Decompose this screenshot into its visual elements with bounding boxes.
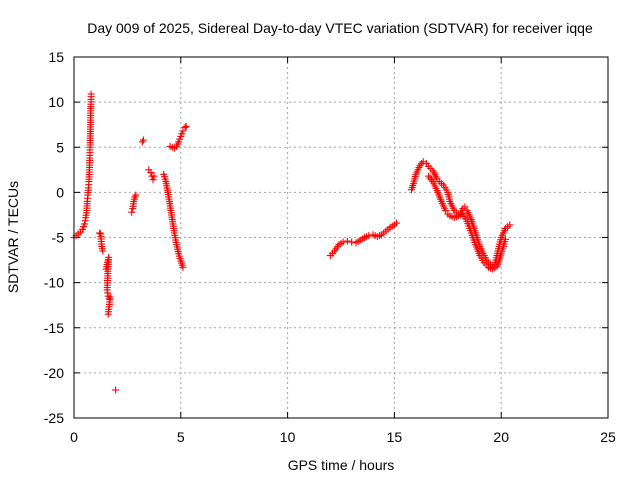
x-tick-label: 15 <box>387 429 403 445</box>
data-point <box>343 237 351 245</box>
x-tick-label: 5 <box>177 429 185 445</box>
x-axis-label: GPS time / hours <box>288 457 395 473</box>
data-point <box>149 176 157 184</box>
data-point <box>179 263 187 271</box>
data-point <box>419 158 427 166</box>
data-point <box>393 219 401 227</box>
data-point <box>139 136 147 144</box>
data-point <box>506 221 514 229</box>
y-tick-label: -15 <box>44 320 64 336</box>
data-point <box>150 172 158 180</box>
data-point <box>179 127 187 135</box>
x-tick-label: 0 <box>70 429 78 445</box>
plot-frame <box>73 56 609 419</box>
data-point <box>348 238 356 246</box>
y-axis-label: SDTVAR / TECUs <box>5 181 21 293</box>
data-point <box>128 208 136 216</box>
y-axis-ticks: -25 -20 -15 -10 -5 0 5 10 15 <box>44 49 608 426</box>
y-tick-label: -25 <box>44 410 64 426</box>
y-tick-label: 10 <box>48 94 64 110</box>
data-point <box>365 232 373 240</box>
data-point <box>501 235 509 243</box>
grid-lines <box>74 57 608 418</box>
data-point <box>461 203 469 211</box>
data-point <box>181 123 189 131</box>
chart-title: Day 009 of 2025, Sidereal Day-to-day VTE… <box>87 20 593 36</box>
data-point <box>87 90 95 98</box>
data-point <box>182 122 190 130</box>
data-point <box>138 138 146 146</box>
x-tick-label: 20 <box>493 429 509 445</box>
data-point <box>442 206 450 214</box>
data-point <box>132 191 140 199</box>
data-point <box>104 310 112 318</box>
data-point <box>147 169 155 177</box>
x-axis-ticks: 0 5 10 15 20 25 <box>70 57 616 445</box>
data-point <box>112 386 120 394</box>
y-tick-label: 15 <box>48 49 64 65</box>
y-tick-label: -20 <box>44 365 64 381</box>
y-tick-label: -5 <box>52 230 65 246</box>
data-point <box>99 247 107 255</box>
y-tick-label: -10 <box>44 275 64 291</box>
data-point <box>96 229 104 237</box>
data-points <box>70 90 514 394</box>
y-tick-label: 0 <box>56 184 64 200</box>
y-tick-label: 5 <box>56 139 64 155</box>
x-tick-label: 25 <box>600 429 616 445</box>
data-point <box>339 238 347 246</box>
x-tick-label: 10 <box>280 429 296 445</box>
